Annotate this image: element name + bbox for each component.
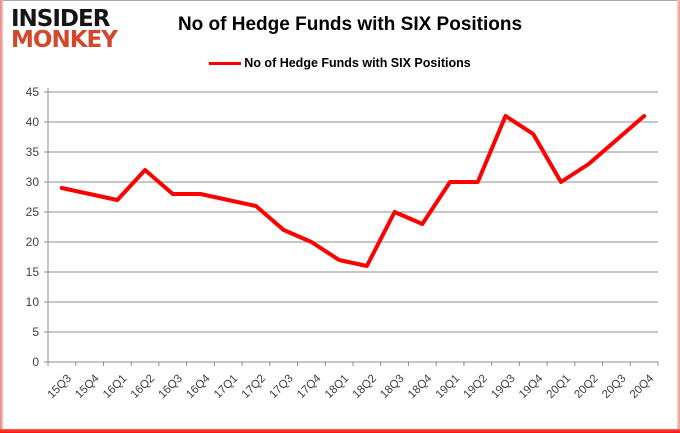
y-axis-labels: 0 5 10 15 20 25 30 35 40 45 — [26, 85, 40, 369]
x-tick-label: 20Q3 — [600, 373, 628, 401]
axes — [44, 88, 659, 366]
logo-text-monkey: MONKEY — [11, 27, 118, 54]
y-tick-label: 0 — [32, 355, 39, 369]
y-tick-label: 30 — [26, 175, 40, 189]
x-tick-label: 17Q4 — [295, 372, 324, 401]
x-tick-label: 15Q4 — [73, 372, 102, 401]
chart-title: No of Hedge Funds with SIX Positions — [177, 14, 523, 35]
y-tick-label: 25 — [26, 205, 40, 219]
x-tick-label: 19Q3 — [489, 373, 517, 401]
x-tick-label: 17Q2 — [240, 373, 268, 401]
x-tick-label: 16Q4 — [184, 372, 213, 401]
x-tick-label: 16Q1 — [101, 373, 129, 401]
y-tick-label: 40 — [26, 115, 40, 129]
x-tick-label: 17Q1 — [212, 373, 240, 401]
x-tick-label: 20Q1 — [545, 373, 573, 401]
y-tick-label: 15 — [26, 265, 40, 279]
y-tick-label: 35 — [26, 145, 40, 159]
legend-series-label: No of Hedge Funds with SIX Positions — [244, 56, 471, 70]
y-tick-label: 5 — [32, 325, 39, 339]
x-tick-label: 18Q3 — [378, 373, 406, 401]
x-tick-label: 19Q4 — [517, 372, 546, 401]
x-tick-label: 20Q2 — [572, 373, 600, 401]
x-tick-label: 19Q1 — [434, 373, 462, 401]
x-tick-label: 18Q2 — [351, 373, 379, 401]
x-axis-labels: 15Q3 15Q4 16Q1 16Q2 16Q3 16Q4 17Q1 17Q2 17Q3 17Q4… — [46, 372, 657, 401]
insider-monkey-logo: INSIDER MONKEY — [11, 6, 118, 54]
frame-border-top — [0, 0, 680, 1]
x-tick-label: 19Q2 — [462, 373, 490, 401]
frame-border-left — [0, 0, 3, 433]
x-tick-label: 15Q3 — [46, 373, 74, 401]
y-tick-label: 20 — [26, 235, 40, 249]
x-tick-label: 17Q3 — [267, 373, 295, 401]
y-tick-label: 10 — [26, 295, 40, 309]
line-chart: 0 5 10 15 20 25 30 35 40 45 15Q3 15Q4 16Q1 16Q2 16Q3 16… — [26, 85, 659, 401]
x-tick-label: 16Q2 — [129, 373, 157, 401]
chart-legend: No of Hedge Funds with SIX Positions — [0, 56, 680, 70]
x-tick-label: 16Q3 — [157, 373, 185, 401]
y-tick-label: 45 — [26, 85, 40, 99]
logo-text-insider: INSIDER — [11, 6, 110, 32]
legend-line-swatch — [209, 61, 242, 65]
x-tick-label: 18Q4 — [406, 372, 435, 401]
frame-border-bottom — [0, 429, 680, 433]
x-tick-label: 20Q4 — [628, 372, 657, 401]
series-line — [59, 114, 647, 268]
frame-border-right — [677, 0, 680, 433]
chart-header: INSIDER MONKEY No of Hedge Funds with SI… — [0, 0, 680, 78]
x-tick-label: 18Q1 — [323, 373, 351, 401]
gridlines — [48, 91, 658, 333]
